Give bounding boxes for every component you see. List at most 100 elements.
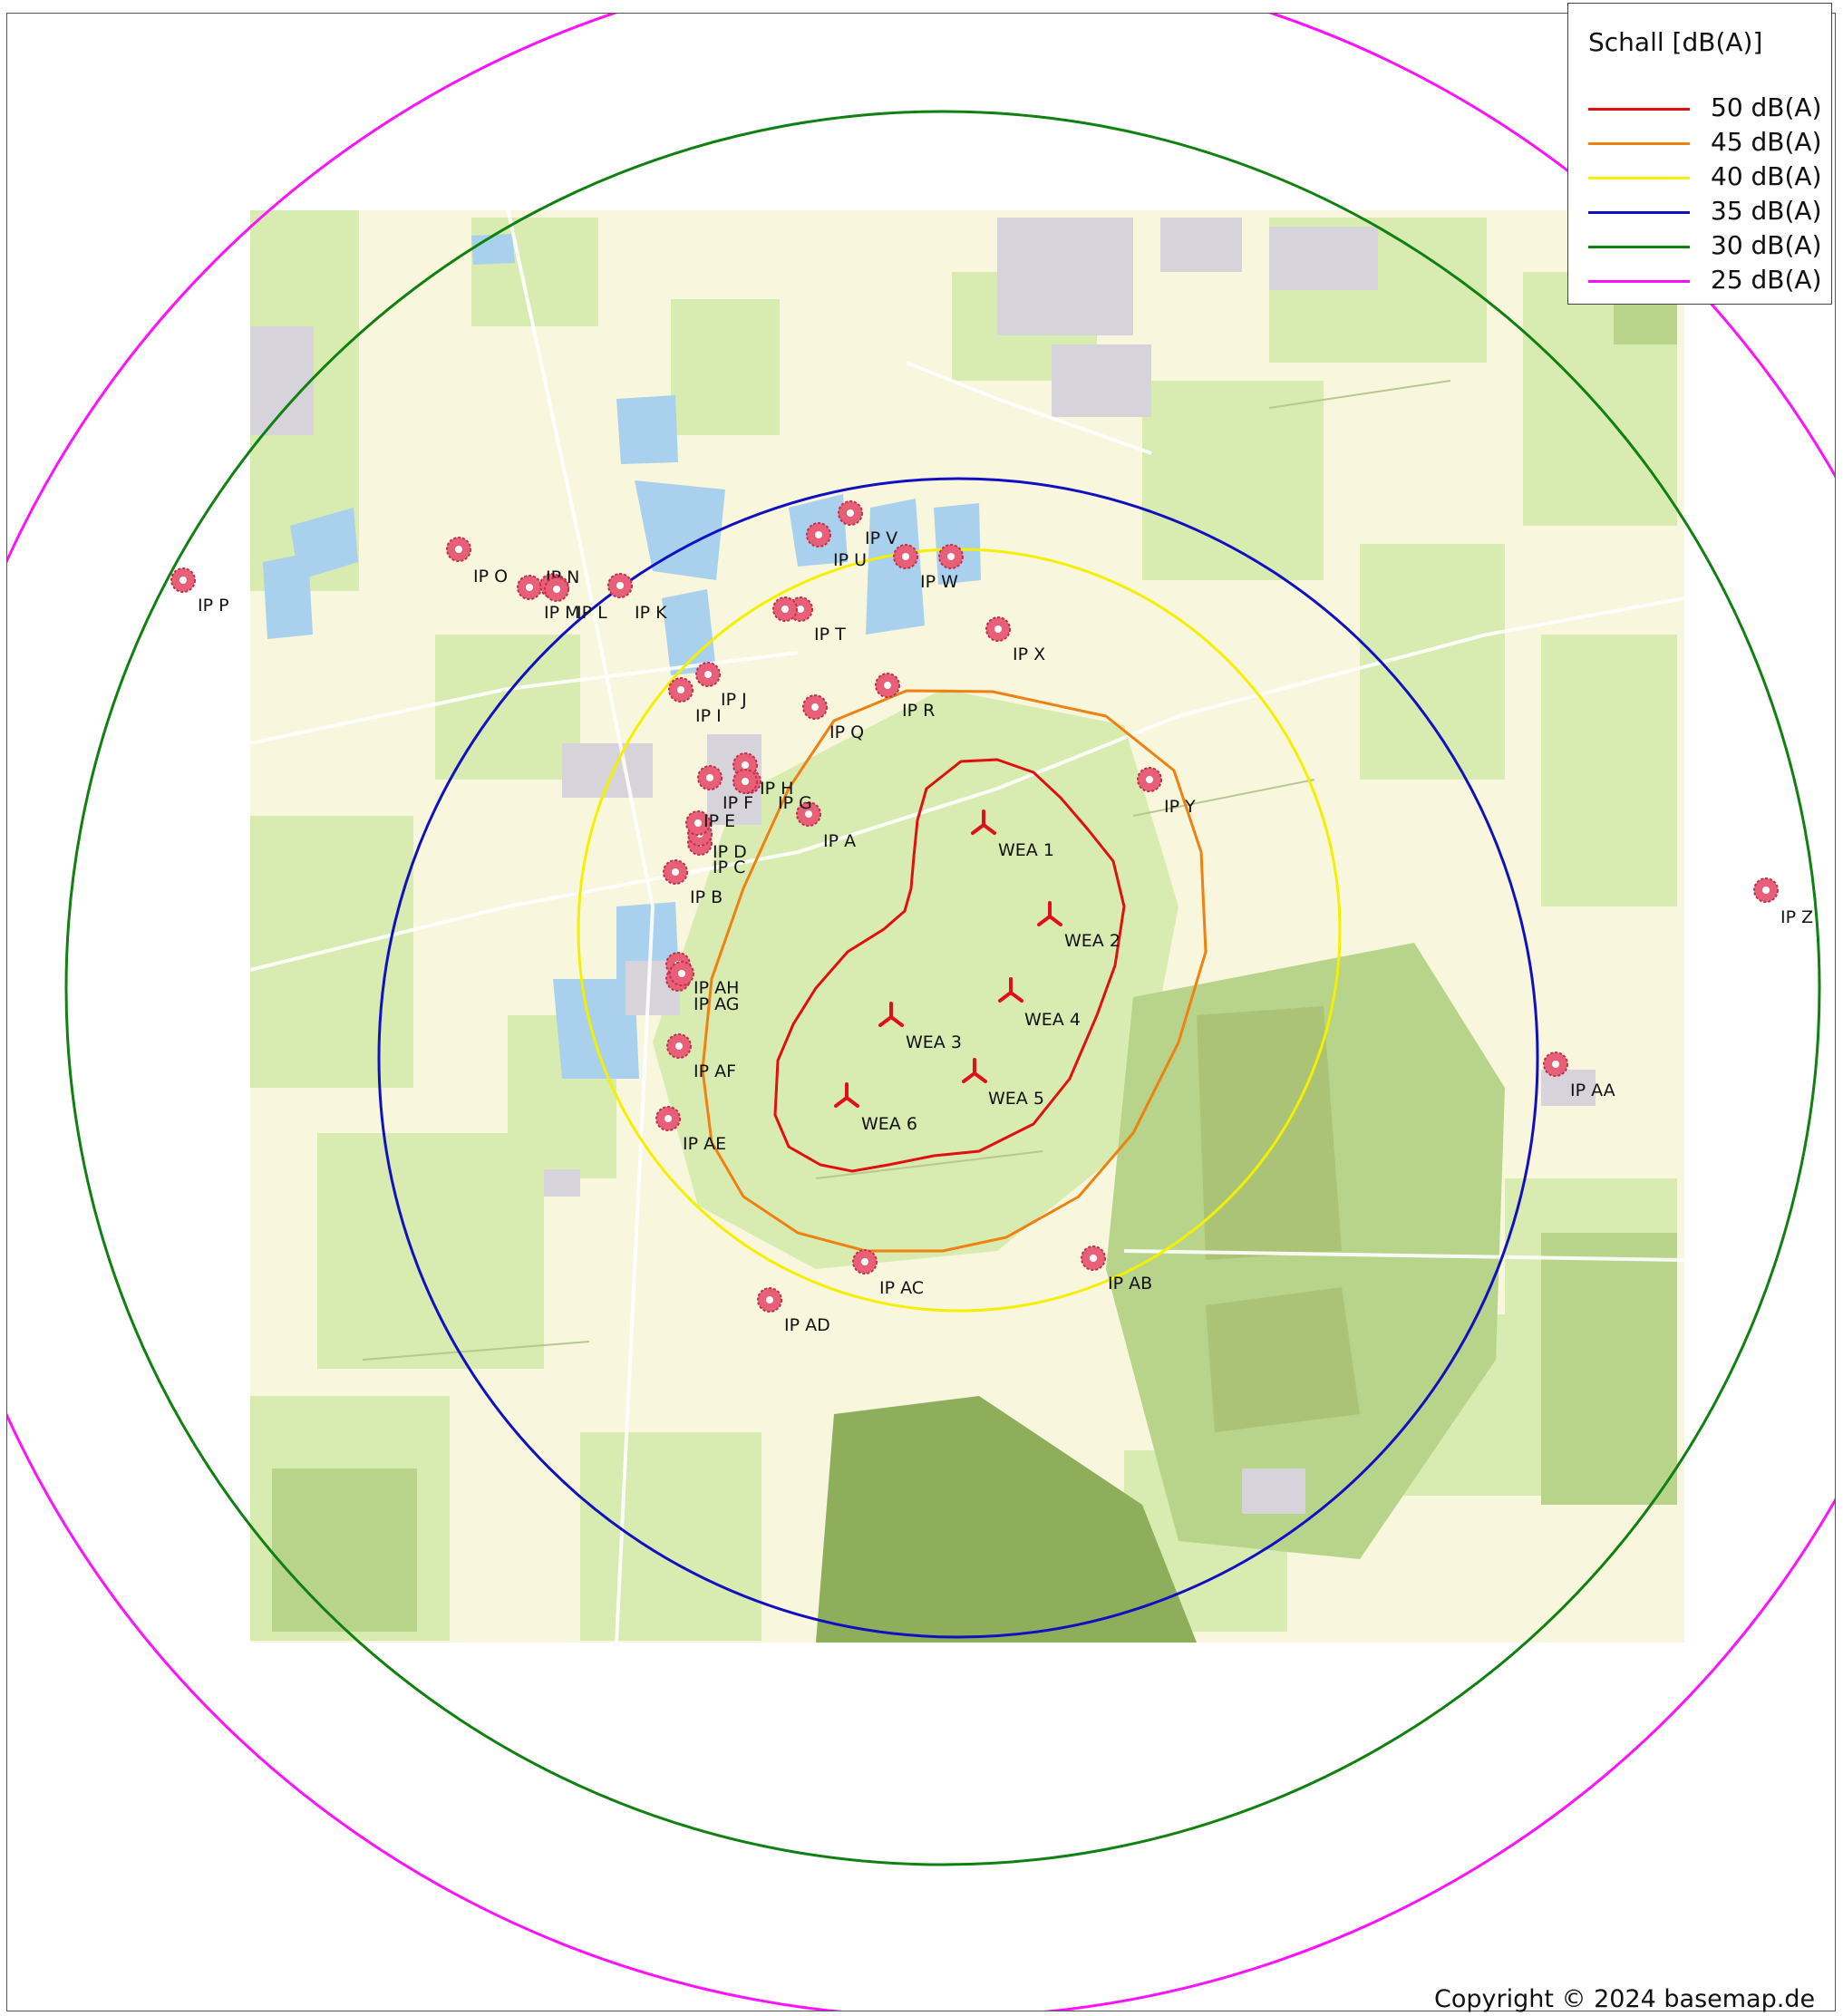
immission-point-label: IP P [198,596,229,615]
legend-line-40 [1588,177,1690,179]
immission-point-marker [446,537,471,562]
immission-point-label: IP AC [879,1278,924,1298]
immission-point-marker [655,1106,681,1131]
wind-turbine-label: WEA 1 [998,840,1054,860]
immission-point-marker [669,961,694,986]
legend-item-35: 35 dB(A) [1588,196,1824,228]
immission-point-center [815,531,822,538]
immission-point-center [672,868,679,876]
immission-point-marker [985,616,1011,642]
immission-point-center [1762,887,1770,894]
legend-line-50 [1588,108,1690,111]
wind-turbine-icon [834,1082,859,1108]
isoline-30 [64,110,1821,1866]
immission-point-label: IP V [865,528,897,548]
immission-point-label: IP AA [1570,1081,1615,1100]
immission-point-label: IP O [473,567,508,586]
immission-point-marker [1081,1245,1106,1271]
map-frame [6,13,1836,2011]
immission-point-marker [685,810,711,836]
isoline-50 [773,758,1126,1173]
turbine-rotor [878,1002,904,1027]
immission-point-center [861,1258,868,1265]
legend-label-25: 25 dB(A) [1711,265,1822,295]
immission-point-center [455,546,462,553]
immission-points: IP A IP B IP CIP D IP EIP F IP GIP H IP IIP J… [170,500,1813,1335]
immission-point-center [616,582,624,589]
immission-point-label: IP K [635,603,667,623]
immission-point-marker [852,1249,878,1275]
wind-turbine-label: WEA 6 [861,1114,917,1134]
immission-point-center [781,606,789,613]
immission-point-label: IP AB [1108,1274,1152,1294]
immission-point-center [884,682,891,689]
immission-point-label: IP D [713,842,747,862]
immission-point-center [805,810,812,818]
immission-point-label: IP X [1013,645,1045,664]
legend-line-30 [1588,246,1690,248]
immission-point-label: IP W [920,572,958,592]
immission-point-marker [1753,877,1779,903]
immission-point-center [811,703,819,711]
turbine-rotor [834,1082,859,1108]
immission-point-marker [607,573,633,598]
immission-point-center [526,584,533,591]
immission-point-center [678,970,685,977]
immission-point-label: IP AE [683,1134,726,1154]
immission-point-label: IP B [690,887,723,907]
immission-point-center [994,625,1002,633]
turbine-rotor [1037,901,1062,926]
wind-turbine-icon [998,977,1023,1003]
legend-item-45: 45 dB(A) [1588,127,1824,160]
immission-point-marker [1137,767,1162,792]
immission-point-center [706,774,713,781]
immission-point-marker [697,765,723,790]
wind-turbine-label: WEA 4 [1024,1010,1081,1030]
basemap [249,208,1685,1643]
immission-point-label: IP T [814,625,846,645]
immission-point-marker [875,673,900,698]
turbine-rotor [998,977,1023,1003]
legend-label-45: 45 dB(A) [1711,127,1822,157]
immission-point-label: IP F [723,793,753,813]
immission-point-marker [796,801,821,827]
immission-point-label: IP I [695,706,722,726]
legend-label-40: 40 dB(A) [1711,161,1822,191]
immission-point-center [677,686,684,693]
immission-point-label: IP L [577,603,607,623]
immission-point-label: IP Y [1164,797,1196,817]
immission-point-center [847,509,854,517]
legend-label-35: 35 dB(A) [1711,196,1822,226]
immission-point-label: IP G [778,793,812,813]
immission-point-marker [838,500,863,526]
immission-point-center [553,586,560,593]
copyright: Copyright © 2024 basemap.de [1434,1985,1816,2013]
wind-turbine-label: WEA 3 [906,1032,962,1052]
turbine-rotor [971,809,996,835]
legend-label-50: 50 dB(A) [1711,92,1822,122]
legend-line-45 [1588,142,1690,145]
immission-point-marker [544,577,569,602]
immission-point-marker [1543,1052,1568,1077]
immission-point-center [742,761,749,769]
immission-point-label: IP AD [784,1315,830,1335]
immission-point-marker [806,522,831,548]
legend-item-40: 40 dB(A) [1588,161,1824,194]
immission-point-label: IP U [833,550,867,570]
immission-point-marker [893,544,918,569]
immission-point-label: IP AG [694,994,740,1014]
immission-point-center [694,819,702,827]
immission-point-marker [663,859,688,885]
legend-line-25 [1588,280,1690,283]
legend-label-30: 30 dB(A) [1711,230,1822,260]
immission-point-marker [802,694,828,720]
immission-point-label: IP A [823,831,856,851]
turbine-rotor [962,1058,987,1083]
legend-item-25: 25 dB(A) [1588,265,1824,297]
immission-point-marker [938,544,964,569]
immission-point-center [1552,1061,1559,1068]
wind-turbine-label: WEA 5 [988,1089,1044,1109]
immission-point-label: IP AH [694,978,739,998]
immission-point-center [742,778,749,785]
wind-turbines: WEA 1 WEA 2 WEA 3 WEA 4 WEA 5 WEA 6 [834,809,1120,1134]
